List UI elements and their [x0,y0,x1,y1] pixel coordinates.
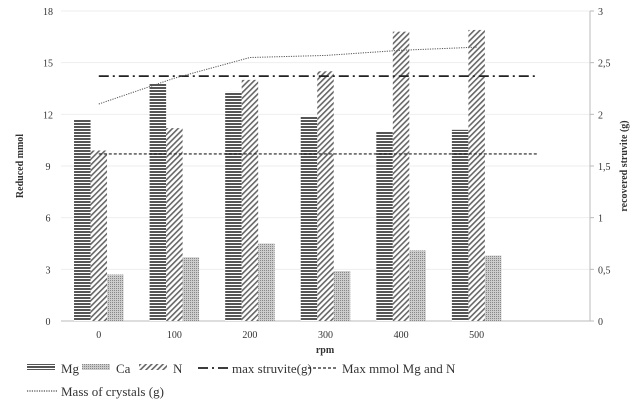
y-axis-label: Reduced mmol [15,134,26,198]
bar-n [392,31,410,322]
bar-mg [74,119,91,321]
y2-tick-label: 1 [598,214,603,225]
lines [98,46,538,155]
legend-item: Mg [27,361,80,376]
bar-ca [484,255,502,321]
line-mass-of-crystals-g- [98,46,477,105]
x-tick-label: 0 [96,330,101,341]
x-tick-label: 200 [242,330,257,341]
y2-tick-label: 0,5 [598,265,611,276]
x-tick-label: 100 [167,330,182,341]
y-tick-label: 12 [43,110,53,121]
x-axis-label: rpm [316,345,335,356]
bar-mg [376,131,393,321]
legend-label: Ca [116,361,131,376]
bar-ca [409,250,426,321]
y2-tick-label: 2,5 [598,59,611,70]
legend-label: Mass of crystals (g) [61,384,164,399]
legend-swatch [139,364,167,370]
y2-tick-label: 3 [598,7,603,18]
legend-item: Mass of crystals (g) [27,384,164,399]
y2-tick-label: 1,5 [598,162,611,173]
bar-n [468,29,485,321]
bar-ca [182,257,200,321]
y2-axis-label: recovered struvite (g) [619,120,630,211]
legend-label: N [173,361,183,376]
bar-ca [333,271,351,321]
bar-n [241,79,259,321]
legend-swatch [27,364,55,370]
y-tick-label: 9 [46,162,51,173]
bar-mg [225,91,242,321]
y-tick-label: 15 [43,59,53,70]
x-tick-label: 300 [318,330,333,341]
bar-mg [300,116,318,321]
legend-swatch [82,364,110,370]
legend-label: max struvite(g) [232,361,312,376]
legend-item: N [139,361,183,376]
legend-item: max struvite(g) [198,361,312,376]
bar-n [166,128,183,321]
legend-item: Max mmol Mg and N [308,361,456,376]
bar-ca [107,274,124,321]
y2-tick-label: 0 [598,317,603,328]
bar-n [90,150,108,321]
y-tick-label: 0 [46,317,51,328]
bar-mg [149,83,167,321]
legend-item: Ca [82,361,131,376]
legend-label: Mg [61,361,80,376]
y-tick-label: 18 [43,7,53,18]
bar-mg [451,129,469,321]
bars [74,29,502,322]
y-tick-label: 6 [46,214,51,225]
x-tick-label: 500 [469,330,484,341]
axes: 0 3 6 9 12 15 18 0 0,5 1 1,5 2 2,5 3 0 100 200 300 400 500 [43,7,611,341]
bar-n [317,71,334,322]
y-tick-label: 3 [46,265,51,276]
bar-ca [258,243,275,321]
x-tick-label: 400 [394,330,409,341]
legend-label: Max mmol Mg and N [342,361,456,376]
y2-tick-label: 2 [598,110,603,121]
